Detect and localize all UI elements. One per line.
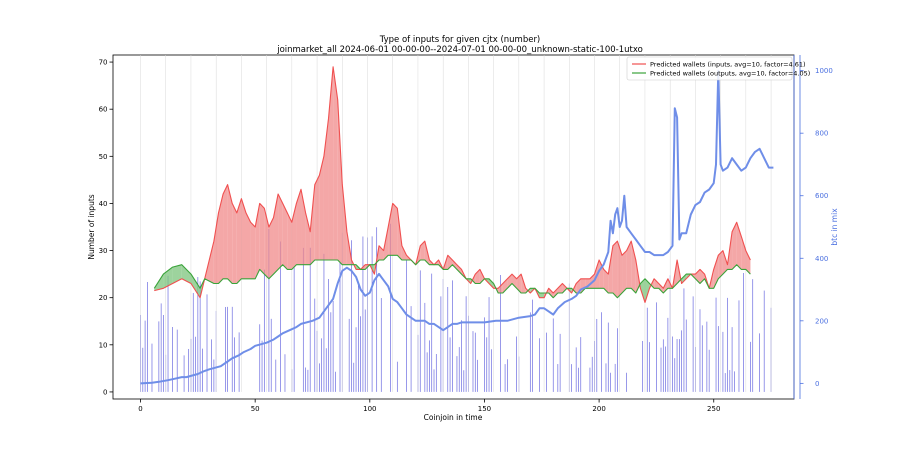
- fill-segment: [223, 185, 228, 279]
- y-axis-label: Number of inputs: [87, 194, 96, 259]
- y-tick-label: 40: [99, 200, 108, 208]
- y-tick-label: 30: [99, 247, 108, 255]
- x-tick-label: 0: [138, 405, 142, 413]
- y-tick-label: 10: [99, 341, 108, 349]
- fill-segment: [246, 213, 251, 279]
- y-tick-label: 70: [99, 59, 108, 67]
- fill-segment: [539, 293, 544, 298]
- legend-label-outputs: Predicted wallets (outputs, avg=10, fact…: [650, 70, 810, 78]
- fill-segment: [251, 222, 256, 279]
- legend: Predicted wallets (inputs, avg=10, facto…: [627, 57, 810, 80]
- fill-segment: [278, 194, 283, 269]
- fill-segment: [388, 203, 393, 255]
- x-tick-label: 100: [363, 405, 376, 413]
- fill-segment: [283, 203, 288, 269]
- fill-segment: [232, 203, 237, 283]
- y2-tick-label: 800: [815, 130, 828, 138]
- fill-segment: [741, 236, 746, 269]
- y2-tick-label: 200: [815, 317, 828, 325]
- x-tick-label: 50: [251, 405, 260, 413]
- chart-title: Type of inputs for given cjtx (number): [379, 35, 541, 45]
- y-tick-label: 0: [103, 388, 107, 396]
- y2-tick-label: 1000: [815, 67, 833, 75]
- fill-segment: [260, 203, 265, 274]
- fill-segment: [622, 251, 627, 293]
- x-tick-label: 250: [707, 405, 720, 413]
- y2-tick-label: 400: [815, 255, 828, 263]
- y-tick-label: 60: [99, 106, 108, 114]
- fill-segment: [338, 100, 343, 265]
- y2-tick-label: 0: [815, 380, 819, 388]
- x-tick-label: 150: [478, 405, 491, 413]
- x-axis-label: Coinjoin in time: [424, 413, 483, 422]
- fill-segment: [613, 241, 618, 298]
- y-tick-label: 20: [99, 294, 108, 302]
- fill-segment: [218, 194, 223, 284]
- y2-axis-label: btc in mix: [830, 208, 839, 246]
- y2-tick-label: 600: [815, 192, 828, 200]
- chart-subtitle: joinmarket_all 2024-06-01 00-00-00--2024…: [276, 45, 643, 55]
- fill-segment: [315, 175, 320, 260]
- fill-layer: [154, 67, 750, 303]
- fill-segment: [393, 203, 398, 255]
- plot-area: [113, 55, 794, 399]
- y-tick-label: 50: [99, 153, 108, 161]
- legend-label-inputs: Predicted wallets (inputs, avg=10, facto…: [650, 61, 806, 69]
- x-tick-label: 200: [592, 405, 605, 413]
